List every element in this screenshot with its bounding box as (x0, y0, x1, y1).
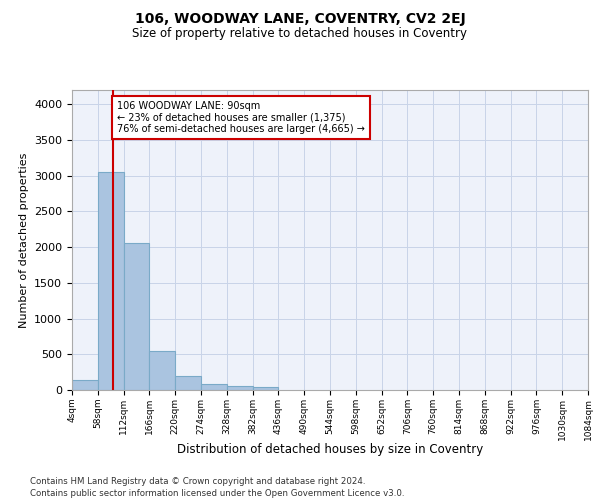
Bar (227, 386, 253, 390)
Text: Contains public sector information licensed under the Open Government Licence v3: Contains public sector information licen… (30, 489, 404, 498)
Bar (253, 387, 278, 390)
Text: 106, WOODWAY LANE, COVENTRY, CV2 2EJ: 106, WOODWAY LANE, COVENTRY, CV2 2EJ (134, 12, 466, 26)
Bar (175, 376, 201, 390)
Bar (149, 350, 175, 390)
Bar (98, 172, 124, 390)
Y-axis label: Number of detached properties: Number of detached properties (19, 152, 29, 328)
Bar (124, 243, 149, 390)
Bar (72, 380, 98, 390)
Text: 106 WOODWAY LANE: 90sqm
← 23% of detached houses are smaller (1,375)
76% of semi: 106 WOODWAY LANE: 90sqm ← 23% of detache… (117, 100, 365, 134)
Text: Contains HM Land Registry data © Crown copyright and database right 2024.: Contains HM Land Registry data © Crown c… (30, 478, 365, 486)
Bar (201, 384, 227, 390)
Text: Size of property relative to detached houses in Coventry: Size of property relative to detached ho… (133, 28, 467, 40)
Text: Distribution of detached houses by size in Coventry: Distribution of detached houses by size … (177, 442, 483, 456)
